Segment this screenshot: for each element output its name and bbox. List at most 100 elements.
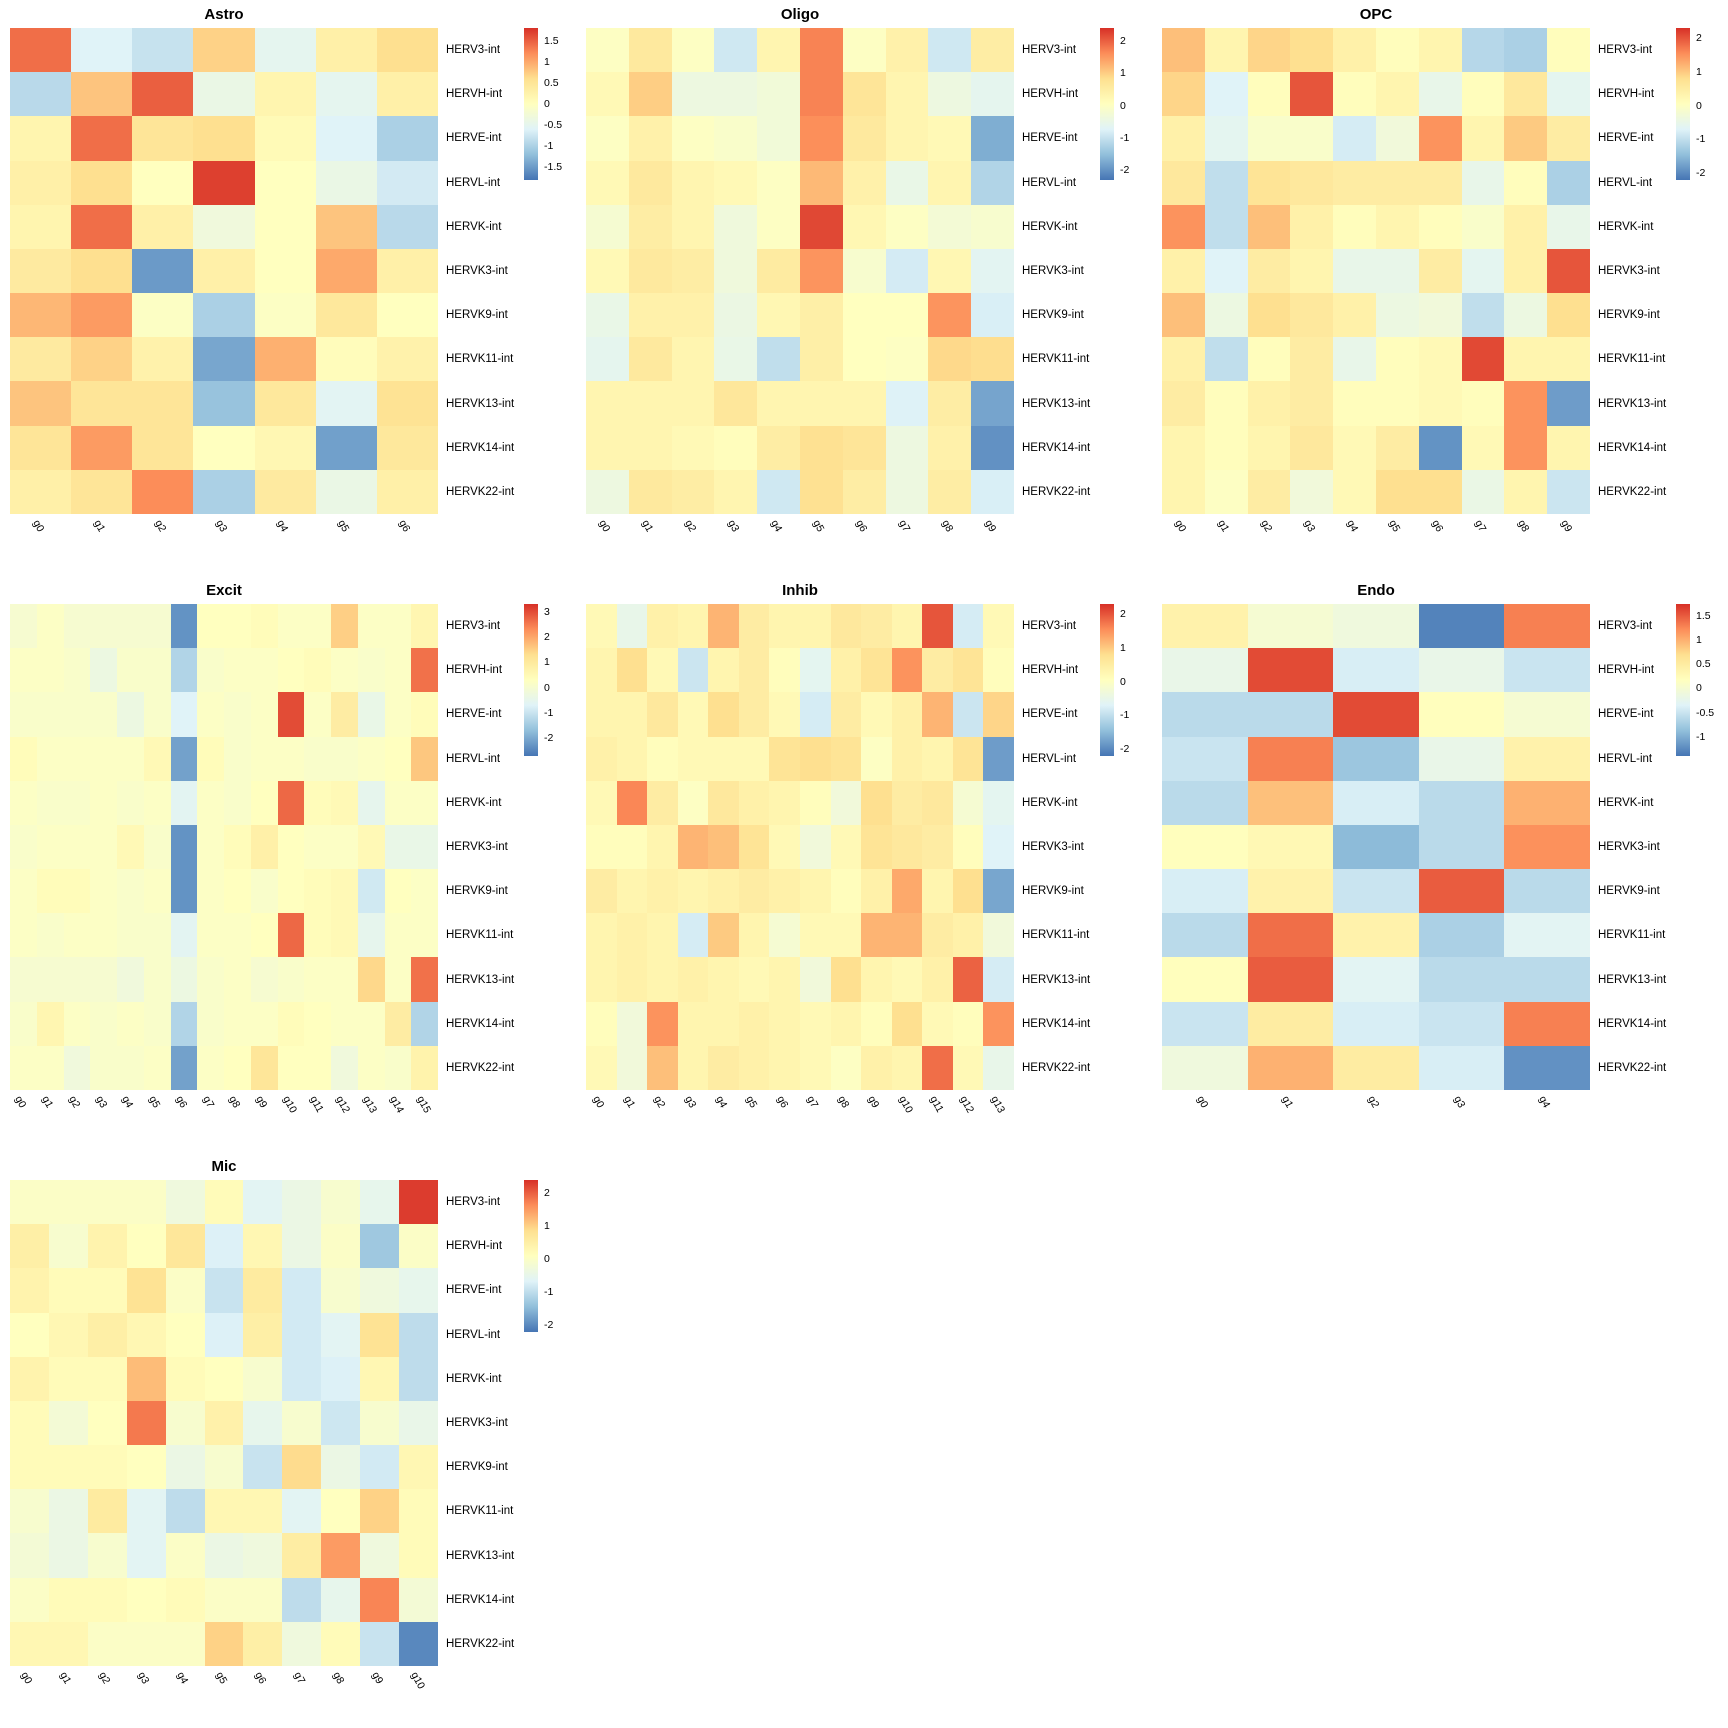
heatmap-cell — [321, 1224, 361, 1269]
heatmap-cell — [1418, 248, 1462, 294]
heatmap-cell — [10, 1400, 49, 1446]
column-label-slot: g13 — [983, 1090, 1014, 1144]
heatmap-cell — [117, 1045, 144, 1090]
heatmap-cell — [1418, 72, 1462, 117]
heatmap-cell — [36, 824, 64, 870]
heatmap-cell — [1204, 425, 1248, 470]
heatmap-cell — [277, 692, 305, 737]
heatmap-cell — [830, 692, 862, 737]
heatmap-cell — [321, 1268, 361, 1313]
heatmap-cell — [891, 1001, 923, 1046]
heatmap-cell — [1418, 160, 1462, 205]
heatmap-cell — [204, 1180, 244, 1225]
heatmap-cell — [204, 1312, 244, 1357]
legend-tick-label: -2 — [1120, 743, 1130, 756]
heatmap-cell — [1547, 28, 1590, 73]
heatmap-cell — [708, 648, 739, 693]
heatmap-cell — [586, 116, 629, 161]
heatmap-cell — [769, 913, 800, 958]
heatmap-cell — [983, 957, 1014, 1002]
heatmap-cell — [799, 337, 843, 382]
legend-tick-label: 0.5 — [544, 76, 559, 89]
column-label-slot: g10 — [278, 1090, 305, 1144]
heatmap-cell — [224, 780, 251, 825]
heatmap-cell — [1333, 957, 1419, 1002]
legend-gradient-bar — [1676, 28, 1690, 180]
heatmap-cell — [48, 1224, 88, 1269]
panel-title: Mic — [211, 1158, 237, 1175]
heatmap-cell — [357, 692, 385, 737]
heatmap-cell — [250, 736, 278, 781]
column-label: g4 — [274, 518, 291, 534]
heatmap-cell — [10, 381, 72, 426]
heatmap-cell — [165, 1312, 205, 1357]
heatmap-cell — [830, 648, 862, 693]
column-label-slot: g9 — [360, 1666, 399, 1720]
heatmap-cell — [399, 1224, 438, 1269]
heatmap-cell — [126, 1621, 166, 1666]
heatmap-cell — [10, 469, 72, 514]
heatmap-cell — [63, 957, 91, 1002]
heatmap-cell — [757, 248, 800, 294]
heatmap-cell — [360, 1489, 400, 1534]
column-label: g8 — [835, 1094, 852, 1110]
heatmap-cell — [36, 957, 64, 1002]
heatmap-cell — [193, 248, 255, 294]
column-label-slot: g9 — [971, 514, 1014, 568]
column-label: g3 — [1450, 1094, 1468, 1110]
heatmap-cell — [357, 913, 385, 958]
heatmap-cell — [799, 160, 843, 205]
heatmap-cell — [983, 780, 1014, 825]
heatmap-cell — [10, 1356, 49, 1401]
heatmap-cell — [87, 1533, 127, 1578]
heatmap-cell — [1461, 248, 1505, 294]
column-label: g1 — [91, 518, 108, 534]
heatmap-cell — [1333, 692, 1419, 737]
heatmap-cell — [671, 425, 715, 470]
column-label: g8 — [939, 518, 956, 534]
heatmap-cell — [1418, 204, 1462, 249]
column-label-slot: g12 — [953, 1090, 984, 1144]
heatmap-cell — [143, 736, 171, 781]
legend-gradient-bar — [524, 604, 538, 756]
heatmap-cell — [250, 1045, 278, 1090]
panel-title: Oligo — [780, 6, 820, 23]
heatmap-cell — [360, 1533, 400, 1578]
legend-tick-label: -2 — [1696, 167, 1706, 180]
column-label-slot: g8 — [928, 514, 971, 568]
heatmap-cell — [48, 1356, 88, 1401]
heatmap-cell — [10, 648, 37, 693]
heatmap-cell — [1247, 1045, 1334, 1090]
row-label: HERVH-int — [1598, 664, 1655, 677]
heatmap-cell — [799, 28, 843, 73]
heatmap-cell — [616, 824, 648, 870]
heatmap-cell — [799, 381, 843, 426]
heatmap-cell — [170, 824, 198, 870]
heatmap-cell — [1162, 425, 1205, 470]
heatmap-cell — [193, 116, 255, 161]
heatmap-cell — [243, 1489, 283, 1534]
heatmap-cell — [132, 425, 194, 470]
row-labels: HERV3-int HERVH-int HERVE-int HERVL-int HERV… — [1590, 28, 1674, 514]
heatmap-cell — [830, 604, 862, 649]
heatmap-cell — [952, 736, 984, 781]
color-legend: 2 1 0 -1 -2 — [1100, 604, 1154, 804]
heatmap-cell — [357, 824, 385, 870]
heatmap-cell — [1333, 913, 1419, 958]
heatmap-cell — [10, 116, 72, 161]
heatmap-cell — [204, 1224, 244, 1269]
legend-tick-label: -0.5 — [1696, 706, 1715, 719]
heatmap-cell — [250, 957, 278, 1002]
column-label-slot: g0 — [1162, 1090, 1248, 1144]
row-label: HERVK11-int — [1022, 353, 1090, 366]
heatmap-cell — [1290, 337, 1334, 382]
heatmap-cell — [321, 1621, 361, 1666]
legend-tick-label: -0.5 — [544, 119, 563, 132]
heatmap-cell — [885, 469, 929, 514]
heatmap-cell — [197, 736, 224, 781]
legend-tick-label: 1 — [1696, 634, 1702, 647]
column-label: g4 — [174, 1670, 191, 1686]
heatmap-cell — [71, 28, 133, 73]
heatmap-cell — [250, 824, 278, 870]
column-label: g2 — [1365, 1094, 1382, 1110]
